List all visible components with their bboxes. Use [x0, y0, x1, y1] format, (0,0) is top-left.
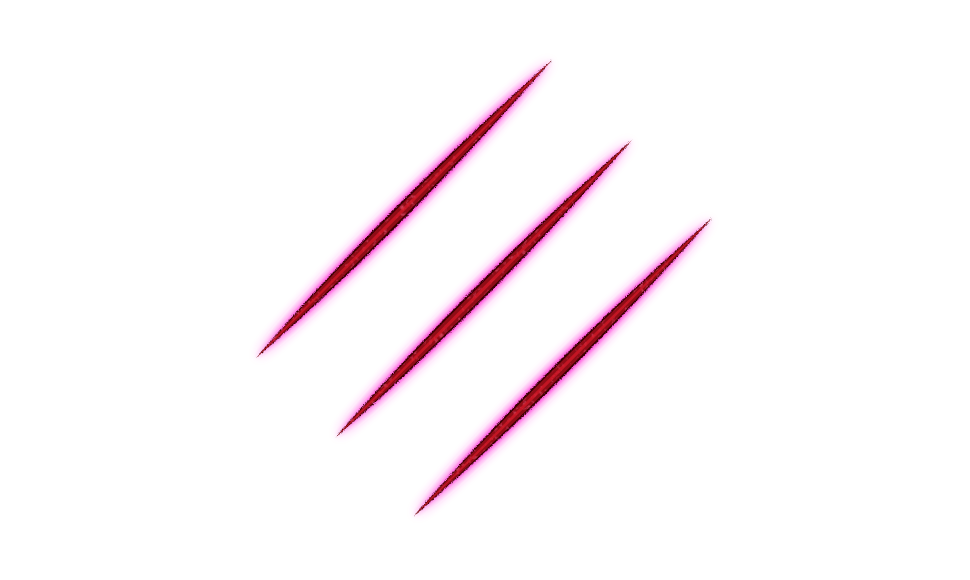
slash-highlight [414, 218, 712, 516]
slash-highlight [336, 140, 632, 437]
claw-slash-2 [336, 140, 632, 437]
claw-slash-1 [256, 60, 552, 358]
slash-highlight [256, 60, 552, 358]
claw-slash-3 [414, 218, 712, 516]
